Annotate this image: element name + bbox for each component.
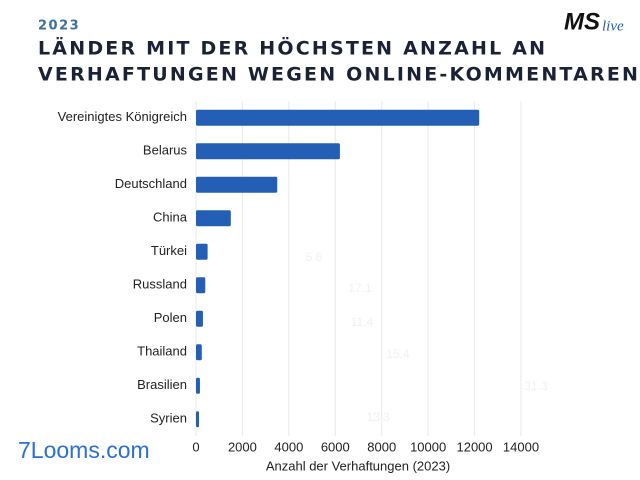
bar (196, 143, 340, 160)
annotation: 15.4 (386, 347, 410, 361)
y-tick-label: China (153, 210, 188, 225)
y-tick-label: Polen (154, 310, 187, 325)
bar (196, 210, 231, 227)
bar (196, 344, 202, 361)
annotation: 17.1 (348, 281, 372, 295)
x-tick-label: 14000 (503, 439, 539, 454)
y-tick-label: Türkei (151, 243, 187, 258)
y-tick-label: Belarus (143, 143, 188, 158)
bar (196, 109, 480, 126)
watermark: 7Looms.com (18, 437, 150, 463)
annotation: 5.6 (306, 250, 323, 264)
y-tick-label: Syrien (150, 411, 187, 426)
x-tick-label: 6000 (321, 439, 350, 454)
y-tick-label: Russland (133, 277, 187, 292)
y-tick-label: Deutschland (115, 176, 187, 191)
y-tick-label: Vereinigtes Königreich (58, 109, 187, 124)
x-axis-label: Anzahl der Verhaftungen (2023) (266, 458, 450, 473)
y-tick-label: Brasilien (137, 377, 187, 392)
logo: MS (564, 8, 600, 35)
annotation: 11.4 (351, 315, 374, 329)
chart-title: LÄNDER MIT DER HÖCHSTEN ANZAHL AN (38, 36, 547, 60)
bar (196, 411, 200, 428)
x-tick-label: 10000 (410, 439, 446, 454)
x-tick-label: 12000 (456, 439, 492, 454)
bar (196, 377, 200, 394)
chart-title: VERHAFTUNGEN WEGEN ONLINE-KOMMENTAREN: (38, 64, 640, 86)
x-tick-label: 8000 (367, 439, 396, 454)
bar (196, 243, 208, 260)
bar (196, 310, 203, 327)
logo: live (602, 18, 624, 34)
annotation: 13.3 (366, 410, 390, 424)
bar (196, 176, 278, 193)
x-tick-label: 0 (192, 439, 199, 454)
x-tick-label: 4000 (274, 439, 303, 454)
bar (196, 277, 206, 294)
annotation: 31.3 (524, 379, 548, 393)
y-tick-label: Thailand (137, 344, 187, 359)
x-tick-label: 2000 (228, 439, 257, 454)
subtitle: 2023 (38, 19, 80, 34)
